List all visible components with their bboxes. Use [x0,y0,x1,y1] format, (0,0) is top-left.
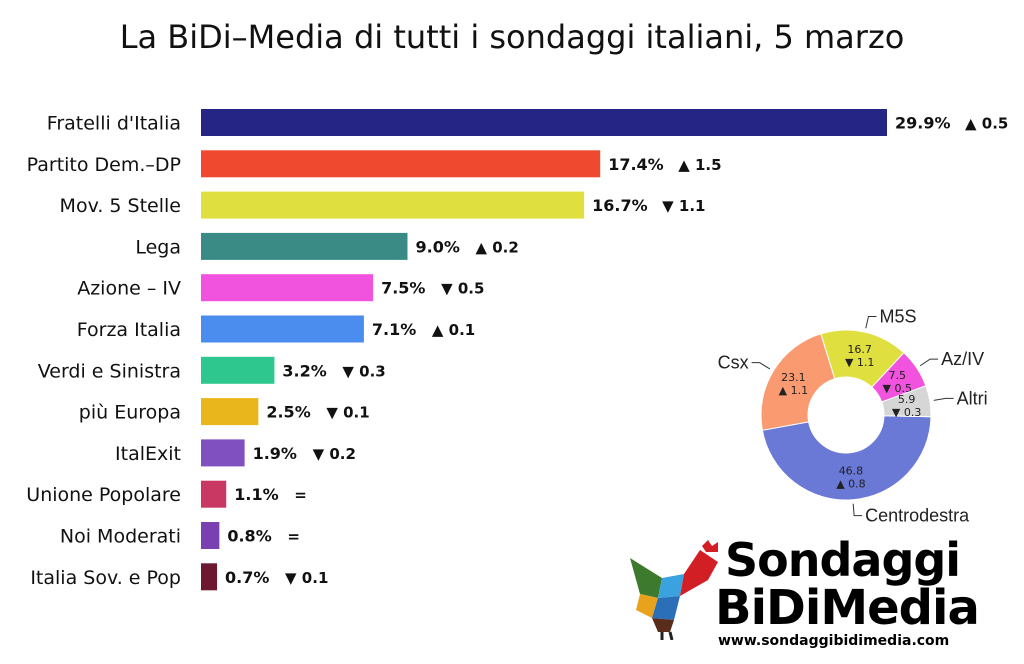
bar-change-label: ▼ 0.1 [326,404,369,422]
bar-change-label: ▼ 1.1 [662,197,705,215]
donut-value-label: 5.9 [898,393,916,406]
bar [201,274,374,302]
bar [201,522,220,549]
bar-category-label: ItalExit [115,443,181,465]
bar-change-label: ▲ 0.5 [965,115,1008,133]
donut-value-label: 46.8 [839,464,864,477]
donut-change-label: ▲ 0.8 [836,477,865,490]
donut-leader-line [933,397,954,401]
bar-category-label: Unione Popolare [26,484,181,506]
bar-change-label: ▼ 0.1 [285,569,328,587]
bar-category-label: Mov. 5 Stelle [60,195,181,217]
bar-category-label: Italia Sov. e Pop [30,567,181,589]
donut-change-label: ▲ 1.1 [779,384,808,397]
bar-change-label: = [287,528,300,546]
bar-value-label: 16.7% [592,196,648,215]
donut-leader-line [865,316,877,329]
bar [201,480,227,508]
donut-value-label: 16.7 [847,343,872,356]
bar-value-label: 0.7% [225,568,269,587]
bar-value-label: 9.0% [415,237,459,256]
bar [201,232,408,260]
logo-line-1: Sondaggi [725,533,961,587]
donut-category-label: Centrodestra [865,506,970,526]
bar [201,398,259,426]
bar [201,315,364,343]
chart-title: La BiDi–Media di tutti i sondaggi italia… [119,18,905,56]
bar [201,439,245,467]
logo-line-2: BiDiMedia [715,580,980,636]
donut-change-label: ▼ 0.5 [883,382,912,395]
bar-change-label: ▼ 0.2 [313,445,356,463]
bar-category-label: Partito Dem.–DP [27,154,181,176]
donut-category-label: Csx [718,353,749,373]
donut-leader-line [919,358,939,367]
bar-category-label: Forza Italia [77,319,181,341]
bar-value-label: 7.1% [372,320,416,339]
bar-category-label: Azione – IV [77,278,181,300]
donut-category-label: M5S [879,307,916,327]
bar [201,150,601,178]
bar-value-label: 3.2% [282,361,326,380]
donut-leader-line [852,503,863,517]
donut-slice [881,385,932,418]
bar-category-label: Fratelli d'Italia [47,113,181,135]
bar-value-label: 7.5% [381,279,425,298]
bar [201,191,585,219]
donut-value-label: 23.1 [781,371,806,384]
bar-category-label: Verdi e Sinistra [38,360,181,382]
bar-category-label: più Europa [79,402,181,424]
bar-value-label: 2.5% [266,403,310,422]
bar-change-label: ▲ 0.2 [475,238,518,256]
bar-change-label: ▼ 0.5 [441,280,484,298]
donut-category-label: Az/IV [941,349,984,369]
bar-value-label: 17.4% [608,155,664,174]
bar-change-label: ▲ 0.1 [432,321,475,339]
logo-url: www.sondaggibidimedia.com [718,633,950,649]
bar-value-label: 1.1% [234,485,278,504]
bar-category-label: Lega [135,236,181,258]
bar [201,109,887,136]
donut-category-label: Altri [957,388,988,408]
donut-change-label: ▼ 0.3 [892,406,921,419]
bar-value-label: 29.9% [895,114,951,133]
bar-change-label: ▼ 0.3 [342,362,385,380]
donut-change-label: ▼ 1.1 [845,356,874,369]
donut-slice [760,333,836,431]
donut-slice [761,415,932,501]
donut-value-label: 7.5 [888,369,906,382]
bar-change-label: = [294,486,307,504]
bar-category-label: Noi Moderati [60,526,181,548]
bar-value-label: 1.9% [253,444,297,463]
bar-value-label: 0.8% [227,527,271,546]
bar-change-label: ▲ 1.5 [678,156,721,174]
bar [201,563,218,591]
rooster-logo-icon [630,540,718,640]
bar [201,356,275,384]
donut-leader-line [751,362,771,370]
